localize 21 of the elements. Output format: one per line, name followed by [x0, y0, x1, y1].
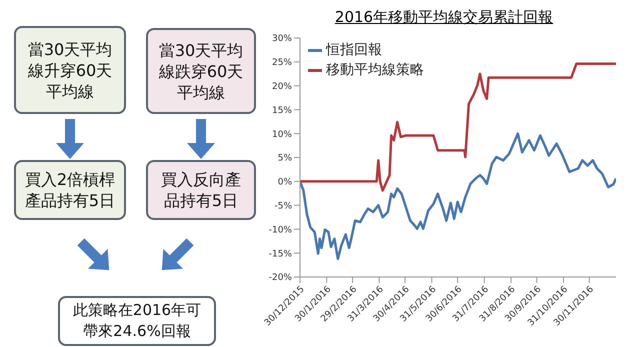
chart-title: 2016年移動平均線交易累計回報: [334, 8, 554, 28]
y-tick-label: -10%: [268, 225, 292, 236]
text: 當30天平均線升穿60天平均線: [26, 38, 114, 102]
text: 買入2倍槓桿產品持有5日: [24, 169, 116, 211]
line-series: [300, 132, 616, 260]
line-series: [300, 62, 616, 192]
y-tick-label: 5%: [278, 154, 292, 164]
y-tick-label: 30%: [272, 34, 292, 44]
y-tick-label: 0%: [278, 178, 292, 188]
text: 買入反向產品持有5日: [160, 169, 242, 211]
legend-label: 移動平均線策略: [326, 61, 424, 80]
y-tick-label: 15%: [272, 106, 292, 116]
y-tick-label: 10%: [272, 130, 292, 140]
y-tick-label: 25%: [272, 58, 292, 68]
text: 此策略在2016年可帶來24.6%回報: [72, 300, 202, 342]
y-tick-label: 20%: [272, 82, 292, 92]
y-tick-label: -15%: [268, 249, 292, 260]
legend-label: 恒指回報: [326, 41, 382, 60]
y-tick-label: -5%: [274, 201, 292, 212]
y-tick-label: -20%: [268, 273, 292, 284]
text: 當30天平均線跌穿60天平均線: [158, 40, 244, 102]
